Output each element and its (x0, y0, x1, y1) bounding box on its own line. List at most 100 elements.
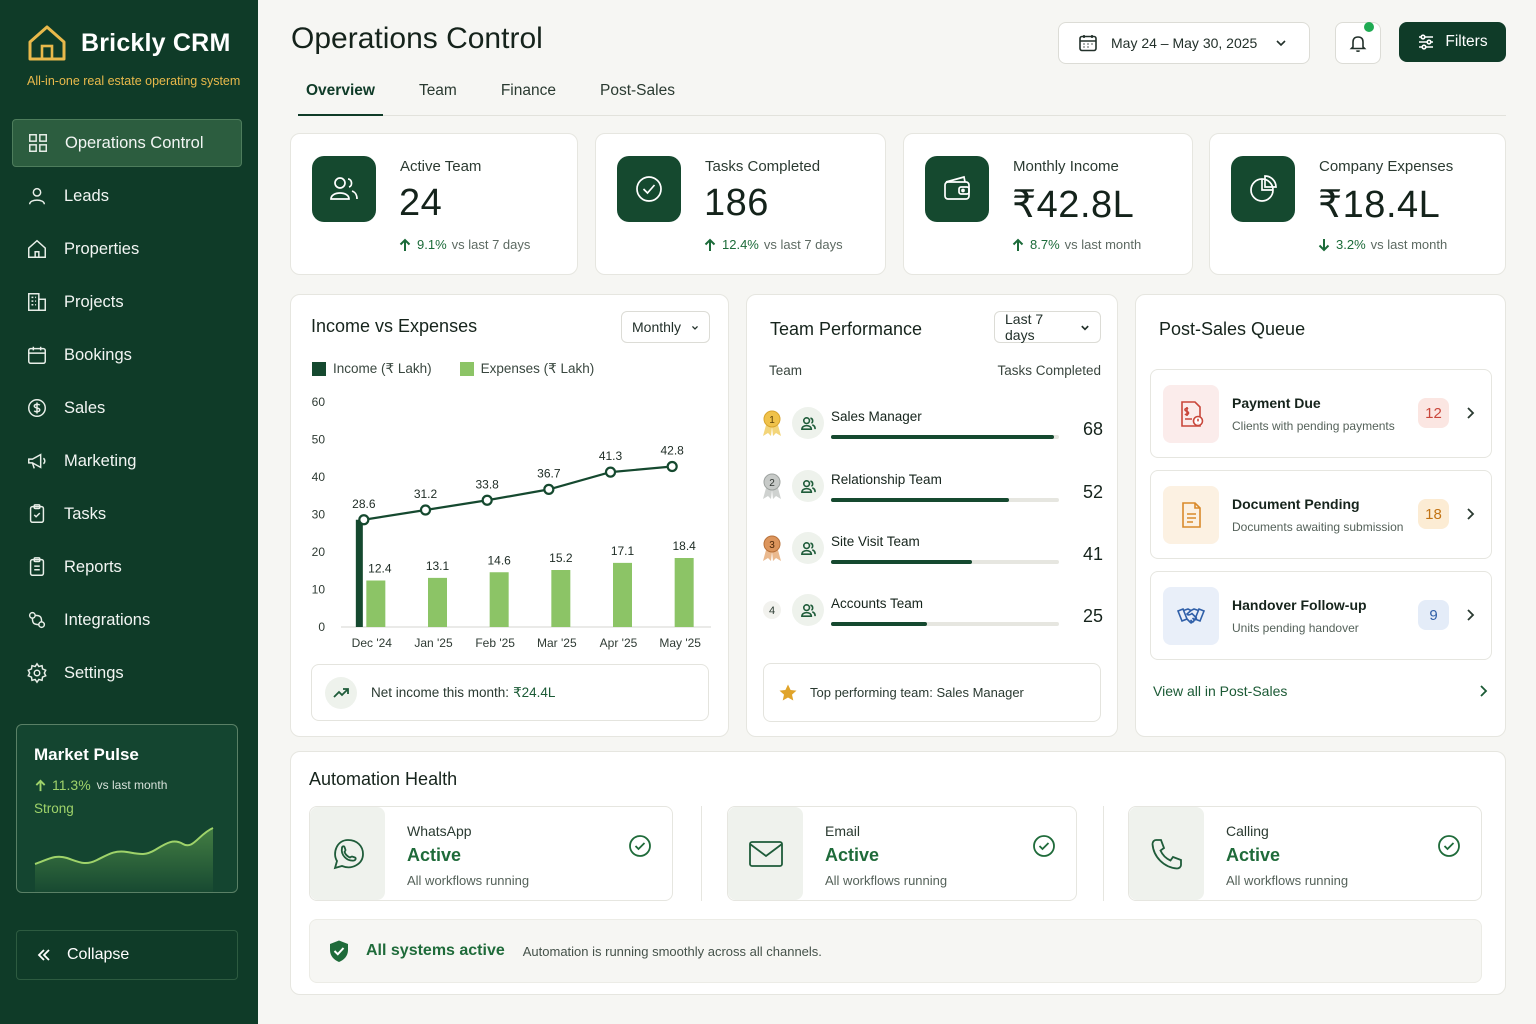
ps-count-badge: 18 (1418, 499, 1449, 529)
top-performer-text: Top performing team: Sales Manager (810, 685, 1024, 700)
team-name: Sales Manager (831, 409, 922, 424)
team-avatar (792, 594, 824, 626)
team-progress-track (831, 560, 1059, 564)
phone-icon (1151, 838, 1182, 869)
net-income-label: Net income this month: (371, 685, 510, 700)
collapse-button[interactable]: Collapse (16, 930, 238, 980)
ps-count-badge: 9 (1418, 600, 1449, 630)
expense-bar (613, 562, 632, 627)
sliders-icon (1419, 34, 1434, 50)
team-row[interactable]: 4 Accounts Team 25 (761, 588, 1103, 638)
arrow-up-icon (399, 238, 411, 251)
sidebar-item-label: Settings (64, 663, 124, 682)
page-title: Operations Control (291, 22, 543, 55)
post-sales-item-document-pending[interactable]: Document Pending Documents awaiting subm… (1150, 470, 1492, 559)
market-pulse-card[interactable]: Market Pulse 11.3% vs last month Strong (16, 724, 238, 893)
gear-icon (27, 662, 47, 684)
filters-label: Filters (1445, 33, 1488, 50)
period-select-value: Monthly (632, 319, 682, 335)
kpi-card-company-expenses[interactable]: Company Expenses ₹18.4L 3.2% vs last mon… (1209, 133, 1506, 275)
team-row[interactable]: 1 Sales Manager 68 (761, 401, 1103, 451)
y-tick-label: 0 (318, 620, 325, 634)
chevron-down-icon (1276, 40, 1286, 47)
period-select[interactable]: Monthly (621, 311, 710, 343)
team-row[interactable]: 2 Relationship Team 52 (761, 464, 1103, 514)
tab-finance[interactable]: Finance (500, 82, 556, 99)
top-performer-box: Top performing team: Sales Manager (763, 663, 1101, 722)
team-progress-fill (831, 560, 973, 564)
check-circle-icon (629, 835, 651, 857)
brand-tagline: All-in-one real estate operating system (27, 74, 241, 88)
team-row[interactable]: 3 Site Visit Team 41 (761, 526, 1103, 576)
y-tick-label: 10 (312, 583, 326, 597)
expense-bar (551, 570, 571, 627)
kpi-card-monthly-income[interactable]: Monthly Income ₹42.8L 8.7% vs last month (903, 133, 1193, 275)
dollar-circle-icon (28, 399, 46, 417)
kpi-value: ₹42.8L (1012, 184, 1135, 226)
filters-button[interactable]: Filters (1399, 22, 1506, 62)
team-progress-fill (831, 498, 1009, 502)
sidebar-item-operations-control[interactable]: Operations Control (12, 119, 242, 167)
col-header-tasks: Tasks Completed (997, 363, 1101, 378)
sidebar-item-properties[interactable]: Properties (12, 225, 242, 273)
gold-medal-icon: 1 (763, 410, 781, 436)
ps-count-badge: 12 (1418, 398, 1449, 428)
tab-team[interactable]: Team (418, 82, 457, 99)
team-period-select[interactable]: Last 7 days (994, 311, 1101, 343)
tab-post-sales[interactable]: Post-Sales (600, 82, 675, 99)
notifications-button[interactable] (1335, 22, 1381, 64)
check-circle-icon (636, 176, 662, 202)
automation-tile-calling[interactable]: Calling Active All workflows running (1128, 806, 1482, 901)
house-logo-icon (28, 25, 66, 61)
post-sales-item-payment-due[interactable]: Payment Due Clients with pending payment… (1150, 369, 1492, 458)
wallet-icon (944, 175, 970, 200)
chart-legend: Income (₹ Lakh) Expenses (₹ Lakh) (312, 361, 622, 377)
market-pulse-change-label: vs last month (96, 778, 168, 792)
kpi-label: Tasks Completed (705, 158, 821, 175)
tab-overview[interactable]: Overview (298, 80, 383, 116)
view-all-post-sales-link[interactable]: View all in Post-Sales (1153, 683, 1489, 699)
sidebar-item-label: Sales (64, 398, 106, 417)
x-tick-label: Feb '25 (475, 636, 515, 650)
calendar-icon (1079, 35, 1097, 52)
team-name: Relationship Team (831, 472, 942, 487)
legend-item-income: Income (₹ Lakh) (312, 361, 432, 377)
sidebar-item-bookings[interactable]: Bookings (12, 331, 242, 379)
date-range-picker[interactable]: May 24 – May 30, 2025 (1058, 22, 1310, 64)
sidebar-item-projects[interactable]: Projects (12, 278, 242, 326)
team-avatar (792, 532, 824, 564)
sidebar-item-sales[interactable]: Sales (12, 384, 242, 432)
kpi-card-active-team[interactable]: Active Team 24 9.1% vs last 7 days (290, 133, 578, 275)
expense-bar (489, 572, 509, 627)
sidebar-item-settings[interactable]: Settings (12, 649, 242, 697)
auto-icon-box (310, 807, 385, 900)
auto-channel-name: Calling (1226, 823, 1269, 839)
shield-check-icon (330, 940, 348, 962)
income-data-label: 36.7 (537, 466, 561, 480)
income-point (666, 460, 678, 473)
automation-tile-email[interactable]: Email Active All workflows running (727, 806, 1077, 901)
brand[interactable]: Brickly CRM (26, 22, 230, 64)
kpi-card-tasks-completed[interactable]: Tasks Completed 186 12.4% vs last 7 days (595, 133, 886, 275)
team-progress-track (831, 435, 1059, 439)
sidebar-item-integrations[interactable]: Integrations (12, 596, 242, 644)
invoice-icon (1181, 401, 1204, 427)
sidebar-item-label: Leads (64, 186, 109, 205)
sidebar-item-tasks[interactable]: Tasks (12, 490, 242, 538)
home-icon (28, 239, 46, 258)
kpi-change-period: vs last 7 days (763, 237, 843, 252)
rank-number: 4 (763, 601, 781, 619)
sidebar-item-reports[interactable]: Reports (12, 543, 242, 591)
post-sales-item-handover[interactable]: Handover Follow-up Units pending handove… (1150, 571, 1492, 660)
income-data-label: 42.8 (660, 444, 684, 458)
x-tick-label: Mar '25 (537, 636, 577, 650)
team-progress-track (831, 622, 1059, 626)
user-group-icon (800, 479, 816, 493)
chevron-right-icon (1467, 508, 1475, 520)
auto-channel-desc: All workflows running (825, 873, 948, 888)
x-tick-label: Apr '25 (600, 636, 638, 650)
automation-tile-whatsapp[interactable]: WhatsApp Active All workflows running (309, 806, 673, 901)
income-expenses-title: Income vs Expenses (311, 316, 478, 336)
sidebar-item-marketing[interactable]: Marketing (12, 437, 242, 485)
sidebar-item-leads[interactable]: Leads (12, 172, 242, 220)
